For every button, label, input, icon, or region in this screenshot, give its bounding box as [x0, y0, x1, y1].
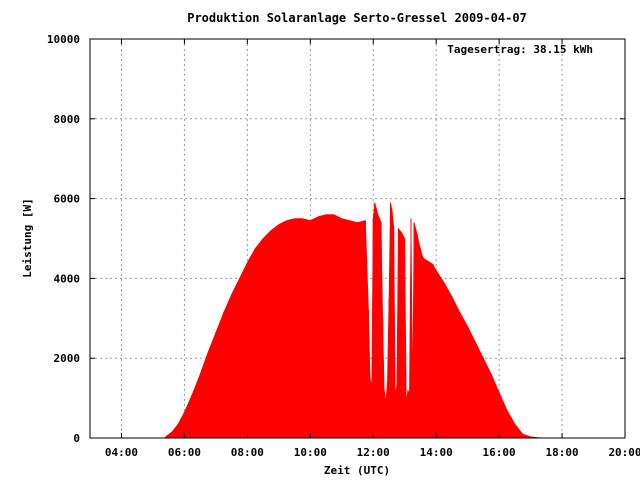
y-tick-labels: 0 2000 4000 6000 8000 10000: [47, 33, 80, 445]
x-tick-label: 06:00: [168, 446, 201, 459]
x-axis-label: Zeit (UTC): [324, 464, 390, 477]
production-series: [165, 202, 547, 439]
y-tick-label: 0: [73, 432, 80, 445]
chart-title: Produktion Solaranlage Serto-Gressel 200…: [187, 11, 527, 25]
y-axis-label: Leistung [W]: [21, 198, 34, 277]
x-tick-label: 18:00: [545, 446, 578, 459]
y-tick-label: 4000: [54, 272, 81, 285]
grid-lines: [90, 39, 625, 438]
production-area: [165, 202, 547, 439]
x-tick-label: 12:00: [357, 446, 390, 459]
x-tick-label: 16:00: [483, 446, 516, 459]
x-tick-label: 10:00: [294, 446, 327, 459]
y-tick-label: 10000: [47, 33, 80, 46]
y-tick-label: 8000: [54, 113, 81, 126]
daily-yield-annotation: Tagesertrag: 38.15 kWh: [447, 43, 593, 56]
x-tick-label: 14:00: [420, 446, 453, 459]
x-tick-label: 04:00: [105, 446, 138, 459]
x-tick-label: 20:00: [608, 446, 640, 459]
y-tick-label: 2000: [54, 352, 81, 365]
x-tick-labels: 04:00 06:00 08:00 10:00 12:00 14:00 16:00 18:00…: [105, 446, 640, 459]
y-tick-label: 6000: [54, 193, 81, 206]
x-tick-label: 08:00: [231, 446, 264, 459]
plot-frame: [89, 38, 626, 439]
